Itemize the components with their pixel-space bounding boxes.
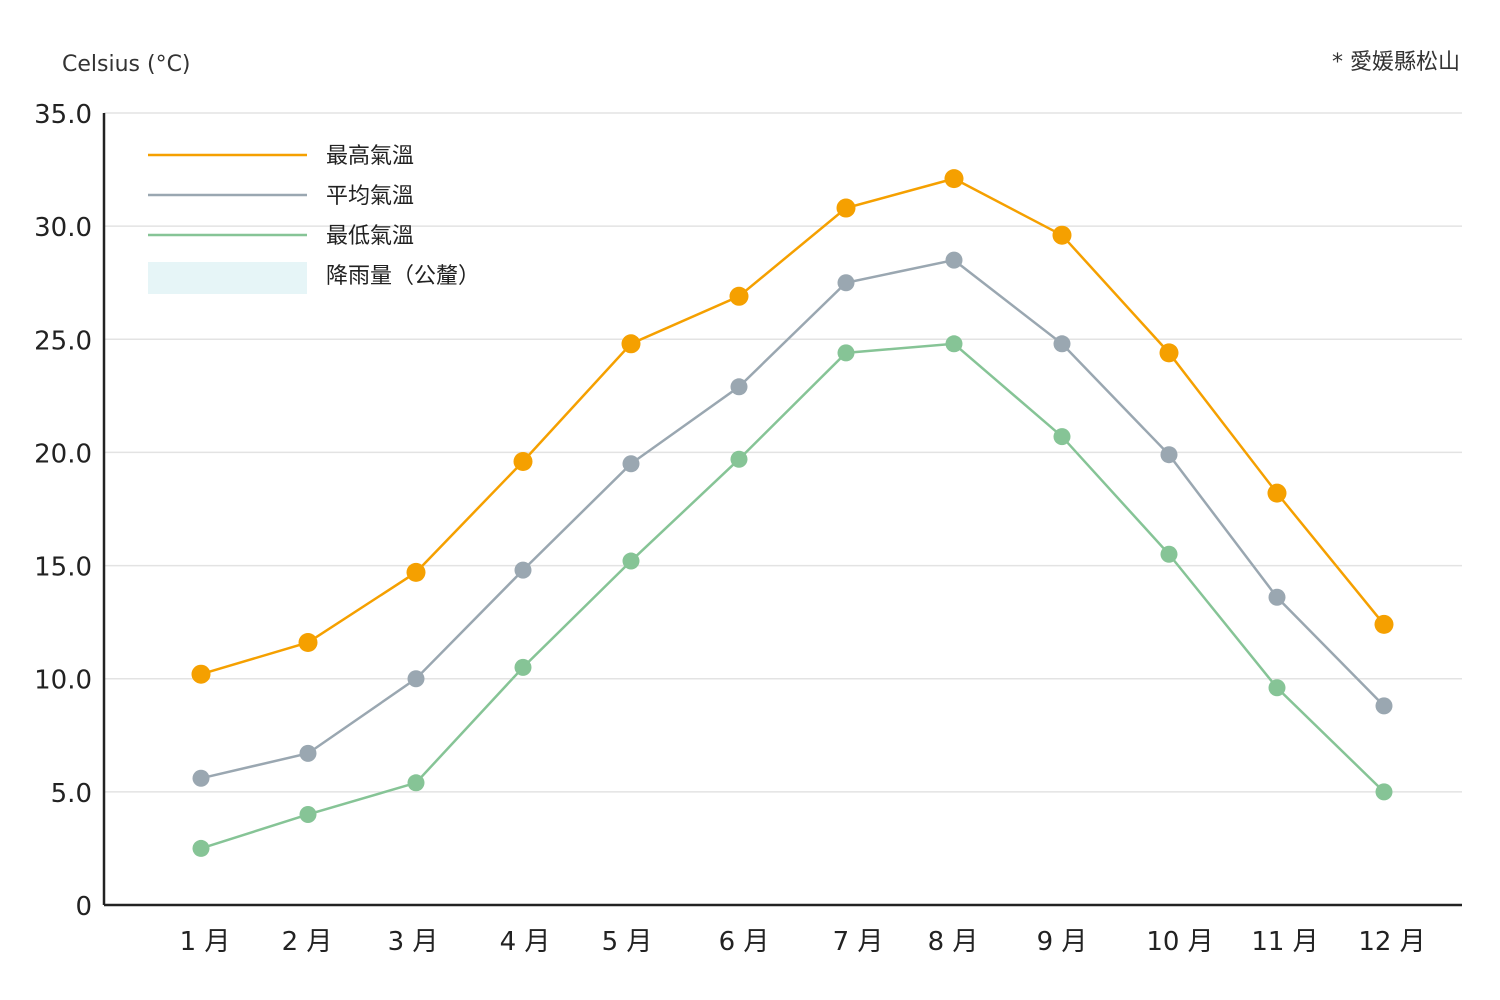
legend-swatch-rainfall: [148, 262, 307, 294]
data-point: [299, 744, 317, 762]
y-tick-label: 0: [75, 892, 92, 922]
x-tick-label: 1 月: [180, 927, 231, 957]
data-point: [1267, 483, 1287, 503]
data-point: [407, 670, 425, 688]
series-line-1: [200, 258, 1385, 780]
data-point: [944, 169, 964, 189]
x-tick-label: 3 月: [388, 927, 439, 957]
data-point: [298, 633, 318, 653]
x-tick-label: 10 月: [1146, 927, 1213, 957]
data-point: [191, 664, 211, 684]
y-tick-label: 5.0: [51, 779, 92, 809]
data-point: [1159, 343, 1179, 363]
data-point: [299, 805, 317, 823]
data-point: [836, 198, 856, 218]
data-point: [1374, 614, 1394, 634]
legend-label: 最低氣溫: [326, 224, 414, 249]
data-point: [945, 335, 963, 353]
data-point: [1053, 428, 1071, 446]
legend-label: 平均氣溫: [326, 184, 414, 209]
axes: [102, 113, 1462, 907]
x-tick-label: 9 月: [1037, 927, 1088, 957]
x-tick-label: 8 月: [928, 927, 979, 957]
data-point: [837, 344, 855, 362]
location-note: * 愛媛縣松山: [1332, 50, 1460, 75]
data-point: [514, 658, 532, 676]
x-tick-labels: 1 月 2 月 3 月 4 月 5 月 6 月 7 月 8 月 9 月 10 月 11 月 12 月: [180, 927, 1426, 957]
x-tick-label: 6 月: [719, 927, 770, 957]
data-point: [1053, 335, 1071, 353]
data-point: [406, 562, 426, 582]
legend-label: 最高氣溫: [326, 144, 414, 169]
data-point: [1268, 588, 1286, 606]
data-point: [1375, 783, 1393, 801]
data-point: [837, 274, 855, 292]
y-tick-labels: 0 5.0 10.0 15.0 20.0 25.0 30.0 35.0: [34, 100, 92, 922]
data-point: [622, 455, 640, 473]
legend-label-rainfall: 降雨量（公釐）: [326, 264, 480, 289]
series-line-0: [200, 177, 1385, 676]
y-tick-label: 15.0: [34, 553, 92, 583]
data-point: [1160, 545, 1178, 563]
data-point: [1375, 697, 1393, 715]
data-point: [513, 451, 533, 471]
data-point: [1160, 446, 1178, 464]
y-tick-label: 30.0: [34, 213, 92, 243]
y-tick-label: 20.0: [34, 439, 92, 469]
x-tick-label: 7 月: [833, 927, 884, 957]
data-point: [729, 286, 749, 306]
data-point: [514, 561, 532, 579]
y-tick-label: 10.0: [34, 666, 92, 696]
data-point: [192, 769, 210, 787]
data-point: [407, 774, 425, 792]
data-point: [621, 334, 641, 354]
data-point: [730, 450, 748, 468]
data-point: [1268, 679, 1286, 697]
y-axis-label: Celsius (°C): [62, 52, 191, 77]
data-point: [622, 552, 640, 570]
data-point: [192, 839, 210, 857]
data-point: [730, 378, 748, 396]
x-tick-label: 2 月: [282, 927, 333, 957]
x-tick-label: 11 月: [1251, 927, 1318, 957]
x-tick-label: 12 月: [1358, 927, 1425, 957]
data-point: [1052, 225, 1072, 245]
y-tick-label: 25.0: [34, 326, 92, 356]
series-lines: [191, 169, 1394, 857]
series-line-2: [200, 342, 1385, 850]
grid-lines: [104, 112, 1462, 793]
y-tick-label: 35.0: [34, 100, 92, 130]
x-tick-label: 4 月: [500, 927, 551, 957]
data-point: [945, 251, 963, 269]
x-tick-label: 5 月: [602, 927, 653, 957]
